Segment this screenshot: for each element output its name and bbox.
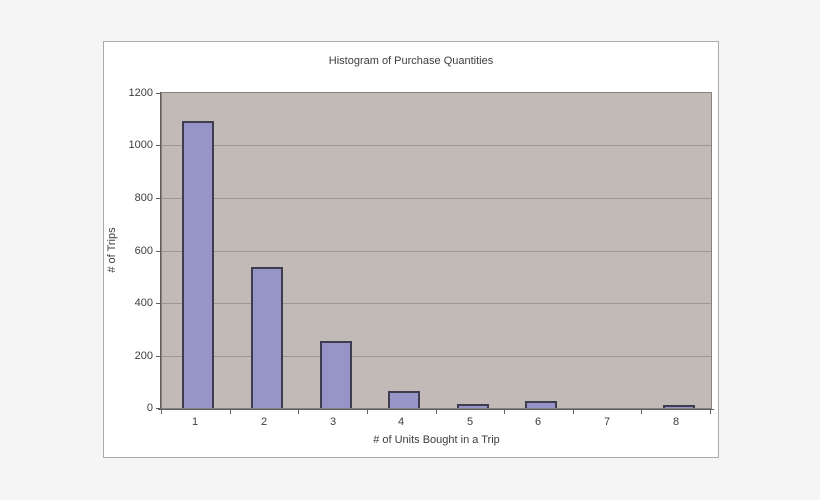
bar-8: [662, 405, 695, 408]
gridline-800: [162, 198, 711, 199]
y-tick-label-800: 800: [134, 192, 153, 204]
x-tick-1: [230, 410, 231, 414]
x-axis-line: [158, 409, 714, 410]
x-tick-label-1: 1: [191, 416, 199, 428]
gridline-400: [162, 303, 711, 304]
y-tick-0: [156, 408, 161, 409]
x-tick-7: [641, 410, 642, 414]
x-tick-8: [710, 410, 711, 414]
x-tick-5: [504, 410, 505, 414]
x-tick-0: [161, 410, 162, 414]
x-tick-label-8: 8: [672, 416, 680, 428]
gridline-600: [162, 251, 711, 252]
x-tick-label-5: 5: [466, 416, 474, 428]
x-tick-3: [367, 410, 368, 414]
y-tick-label-0: 0: [146, 402, 153, 414]
chart-title: Histogram of Purchase Quantities: [328, 55, 494, 67]
chart-container: Histogram of Purchase Quantities 0 200 400…: [103, 41, 719, 458]
bar-3: [319, 341, 352, 408]
x-tick-label-6: 6: [534, 416, 542, 428]
y-tick-800: [156, 198, 161, 199]
bar-1: [182, 121, 215, 408]
y-tick-200: [156, 356, 161, 357]
y-axis-title: # of Trips: [106, 227, 118, 273]
bar-6: [525, 401, 558, 408]
x-tick-label-2: 2: [260, 416, 268, 428]
y-tick-label-600: 600: [134, 245, 153, 257]
x-tick-4: [436, 410, 437, 414]
x-tick-2: [298, 410, 299, 414]
x-tick-6: [573, 410, 574, 414]
bar-5: [456, 404, 489, 408]
y-tick-label-1000: 1000: [128, 139, 153, 151]
y-tick-1000: [156, 145, 161, 146]
x-tick-label-4: 4: [397, 416, 405, 428]
bar-4: [388, 391, 421, 408]
gridline-200: [162, 356, 711, 357]
y-tick-400: [156, 303, 161, 304]
gridline-1000: [162, 145, 711, 146]
x-axis-title: # of Units Bought in a Trip: [373, 434, 500, 446]
y-tick-1200: [156, 93, 161, 94]
y-tick-label-400: 400: [134, 297, 153, 309]
y-tick-600: [156, 251, 161, 252]
bar-2: [250, 267, 283, 408]
x-tick-label-3: 3: [329, 416, 337, 428]
y-tick-label-1200: 1200: [128, 87, 153, 99]
x-tick-label-7: 7: [603, 416, 611, 428]
plot-area: [161, 92, 712, 409]
y-tick-label-200: 200: [134, 350, 153, 362]
